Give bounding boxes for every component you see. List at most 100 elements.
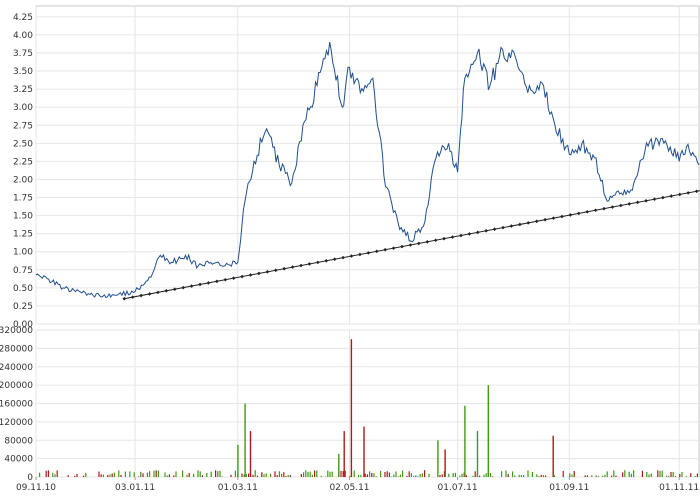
price-y-tick-label: 1.50 [13, 212, 33, 222]
volume-bar [366, 474, 368, 477]
trend-line-marker [172, 287, 177, 292]
trend-line-marker [518, 222, 522, 227]
volume-bar [338, 454, 340, 477]
volume-bar [52, 472, 54, 477]
trend-line-marker [484, 228, 488, 233]
volume-bar [622, 472, 624, 477]
volume-bar [633, 470, 635, 477]
trend-line-marker [198, 282, 202, 287]
volume-bar [186, 474, 188, 477]
volume-bar [67, 475, 69, 477]
trend-line-marker [661, 195, 665, 200]
trend-line-marker [282, 266, 286, 271]
volume-bar [611, 475, 613, 477]
volume-bar [492, 476, 494, 477]
volume-bar [646, 471, 648, 477]
volume-bar [670, 472, 672, 477]
volume-bar [353, 470, 355, 477]
volume-bar [479, 475, 481, 477]
trend-line-marker [299, 263, 303, 268]
volume-bar [518, 474, 520, 477]
price-y-tick-label: 0.25 [13, 302, 33, 312]
volume-bar [540, 474, 542, 477]
x-tick-label: 01.07.11 [438, 483, 478, 493]
volume-bar [241, 473, 243, 477]
trend-line-marker [156, 290, 160, 295]
volume-bar [375, 476, 377, 477]
volume-bar [514, 475, 516, 477]
volume-bar [107, 474, 109, 477]
trend-line-marker [526, 221, 531, 225]
x-tick-label: 01.03.11 [218, 483, 258, 493]
volume-bar [373, 473, 375, 477]
volume-bar [421, 473, 423, 477]
price-y-tick-label: 3.75 [13, 49, 33, 59]
trend-line-marker [400, 244, 404, 249]
price-y-tick-label: 0.00 [13, 320, 33, 330]
volume-bar [331, 471, 333, 477]
trend-line-marker [644, 198, 648, 203]
volume-bar [439, 474, 441, 477]
volume-bar [124, 471, 126, 477]
volume-bar [696, 473, 698, 477]
trend-line-marker [257, 271, 261, 276]
volume-bar [650, 473, 652, 477]
price-y-tick-label: 2.50 [13, 139, 33, 149]
volume-bar [142, 473, 144, 477]
volume-bar [164, 472, 166, 477]
volume-bar [261, 472, 263, 477]
volume-bar [329, 471, 331, 477]
trend-line-marker [231, 276, 236, 280]
volume-bar [173, 475, 175, 477]
volume-bar [168, 474, 170, 477]
volume-bar [542, 475, 544, 477]
volume-bar [399, 474, 401, 477]
volume-bar [243, 474, 245, 477]
volume-bar [474, 471, 476, 477]
volume-bar [417, 476, 419, 477]
volume-bar [283, 472, 285, 477]
volume-bar [155, 470, 157, 477]
volume-bar [444, 449, 446, 477]
volume-bar [74, 475, 76, 477]
volume-bar [507, 474, 509, 477]
volume-bar [287, 474, 289, 477]
volume-y-tick-label: 0 [27, 473, 33, 483]
volume-bar [309, 471, 311, 477]
volume-bar [118, 470, 120, 477]
volume-bar [483, 474, 485, 477]
volume-bar [113, 472, 115, 477]
volume-bar [602, 475, 604, 477]
volume-bar [360, 475, 362, 477]
trend-line-marker [324, 258, 329, 263]
volume-bar [342, 471, 344, 477]
trend-line-marker [450, 235, 455, 239]
volume-bar [461, 473, 463, 477]
x-tick-label: 02.05.11 [329, 483, 369, 493]
trend-line-marker [248, 273, 253, 277]
volume-bar [666, 475, 668, 477]
volume-bar [441, 474, 443, 477]
trend-line-marker [130, 295, 135, 299]
volume-bar [641, 470, 643, 477]
trend-line-marker [307, 262, 312, 266]
volume-bar [237, 444, 239, 477]
volume-bar [553, 475, 555, 477]
volume-bar [201, 475, 203, 477]
trend-line-marker [610, 205, 615, 209]
volume-bar [410, 473, 412, 477]
trend-line-marker [475, 230, 480, 235]
volume-bar [464, 405, 466, 477]
price-y-tick-label: 0.50 [13, 284, 33, 294]
volume-bar [552, 435, 554, 477]
volume-bar [681, 472, 683, 477]
volume-bar [536, 474, 538, 477]
volume-bar [83, 475, 85, 477]
trend-line-marker [442, 236, 446, 241]
volume-bar [604, 474, 606, 477]
volume-bar [465, 475, 467, 477]
volume-bar [584, 475, 586, 477]
volume-bar [303, 472, 305, 477]
volume-y-tick-label: 160000 [0, 400, 33, 410]
